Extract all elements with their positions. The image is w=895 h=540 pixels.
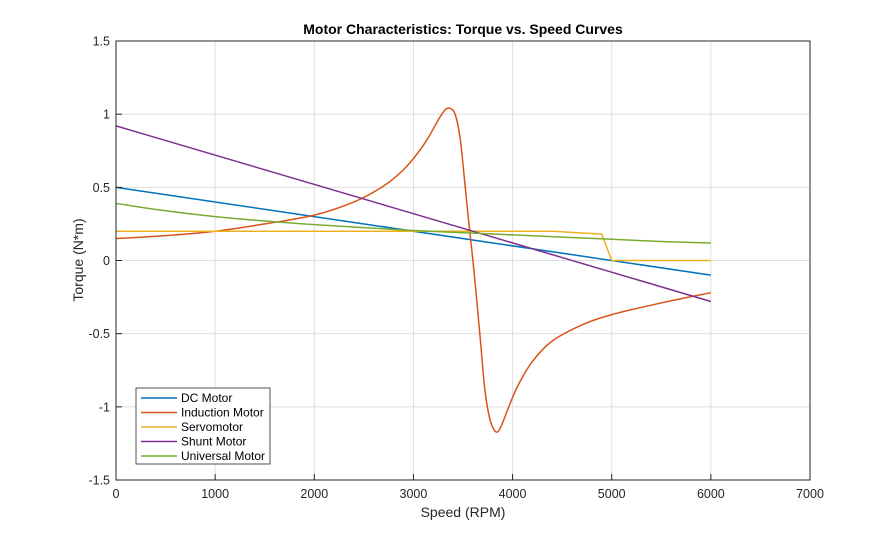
series-line-shunt-motor bbox=[115, 125, 712, 303]
y-tick-label: 0.5 bbox=[93, 181, 110, 195]
series-line-servomotor bbox=[116, 230, 711, 262]
x-tick-label: 7000 bbox=[796, 487, 824, 501]
x-tick-label: 4000 bbox=[499, 487, 527, 501]
legend-label-induction-motor: Induction Motor bbox=[181, 406, 264, 420]
x-tick-label: 0 bbox=[113, 487, 120, 501]
grid bbox=[116, 41, 810, 480]
legend-box bbox=[135, 387, 271, 465]
y-tick-label: -1 bbox=[99, 400, 110, 414]
y-tick-label: 1.5 bbox=[93, 35, 110, 49]
x-tick-label: 1000 bbox=[201, 487, 229, 501]
legend-label-shunt-motor: Shunt Motor bbox=[181, 435, 246, 449]
legend-label-dc-motor: DC Motor bbox=[181, 391, 232, 405]
y-tick-label: 0 bbox=[103, 254, 110, 268]
legend-label-servomotor: Servomotor bbox=[181, 420, 243, 434]
series-line-universal-motor bbox=[115, 202, 711, 244]
series-lines bbox=[115, 107, 712, 433]
x-tick-label: 2000 bbox=[300, 487, 328, 501]
x-tick-label: 5000 bbox=[598, 487, 626, 501]
y-tick-label: 1 bbox=[103, 108, 110, 122]
legend-label-universal-motor: Universal Motor bbox=[181, 449, 265, 463]
chart-title: Motor Characteristics: Torque vs. Speed … bbox=[303, 21, 623, 37]
y-axis-label: Torque (N*m) bbox=[70, 218, 86, 301]
y-tick-label: -0.5 bbox=[88, 327, 110, 341]
x-axis-label: Speed (RPM) bbox=[421, 504, 506, 520]
y-tick-label: -1.5 bbox=[88, 474, 110, 488]
x-tick-label: 3000 bbox=[400, 487, 428, 501]
series-line-induction-motor bbox=[115, 107, 712, 433]
ticks: 0 1000 2000 3000 4000 5000 6000 7000 -1.5 -1 -0.5 0… bbox=[88, 35, 823, 502]
x-tick-label: 6000 bbox=[697, 487, 725, 501]
